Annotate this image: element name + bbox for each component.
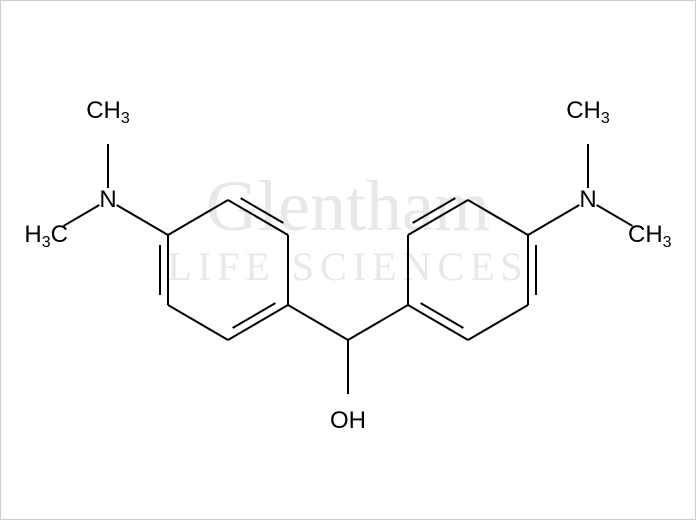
diagram-frame: GlenthamLIFE SCIENCESOHNCH3H3CNCH3CH3 — [0, 0, 696, 520]
atom-label: OH — [330, 407, 366, 434]
atom-label: N — [99, 186, 116, 213]
chemical-structure-svg: GlenthamLIFE SCIENCESOHNCH3H3CNCH3CH3 — [0, 0, 696, 520]
atom-label: N — [579, 186, 596, 213]
